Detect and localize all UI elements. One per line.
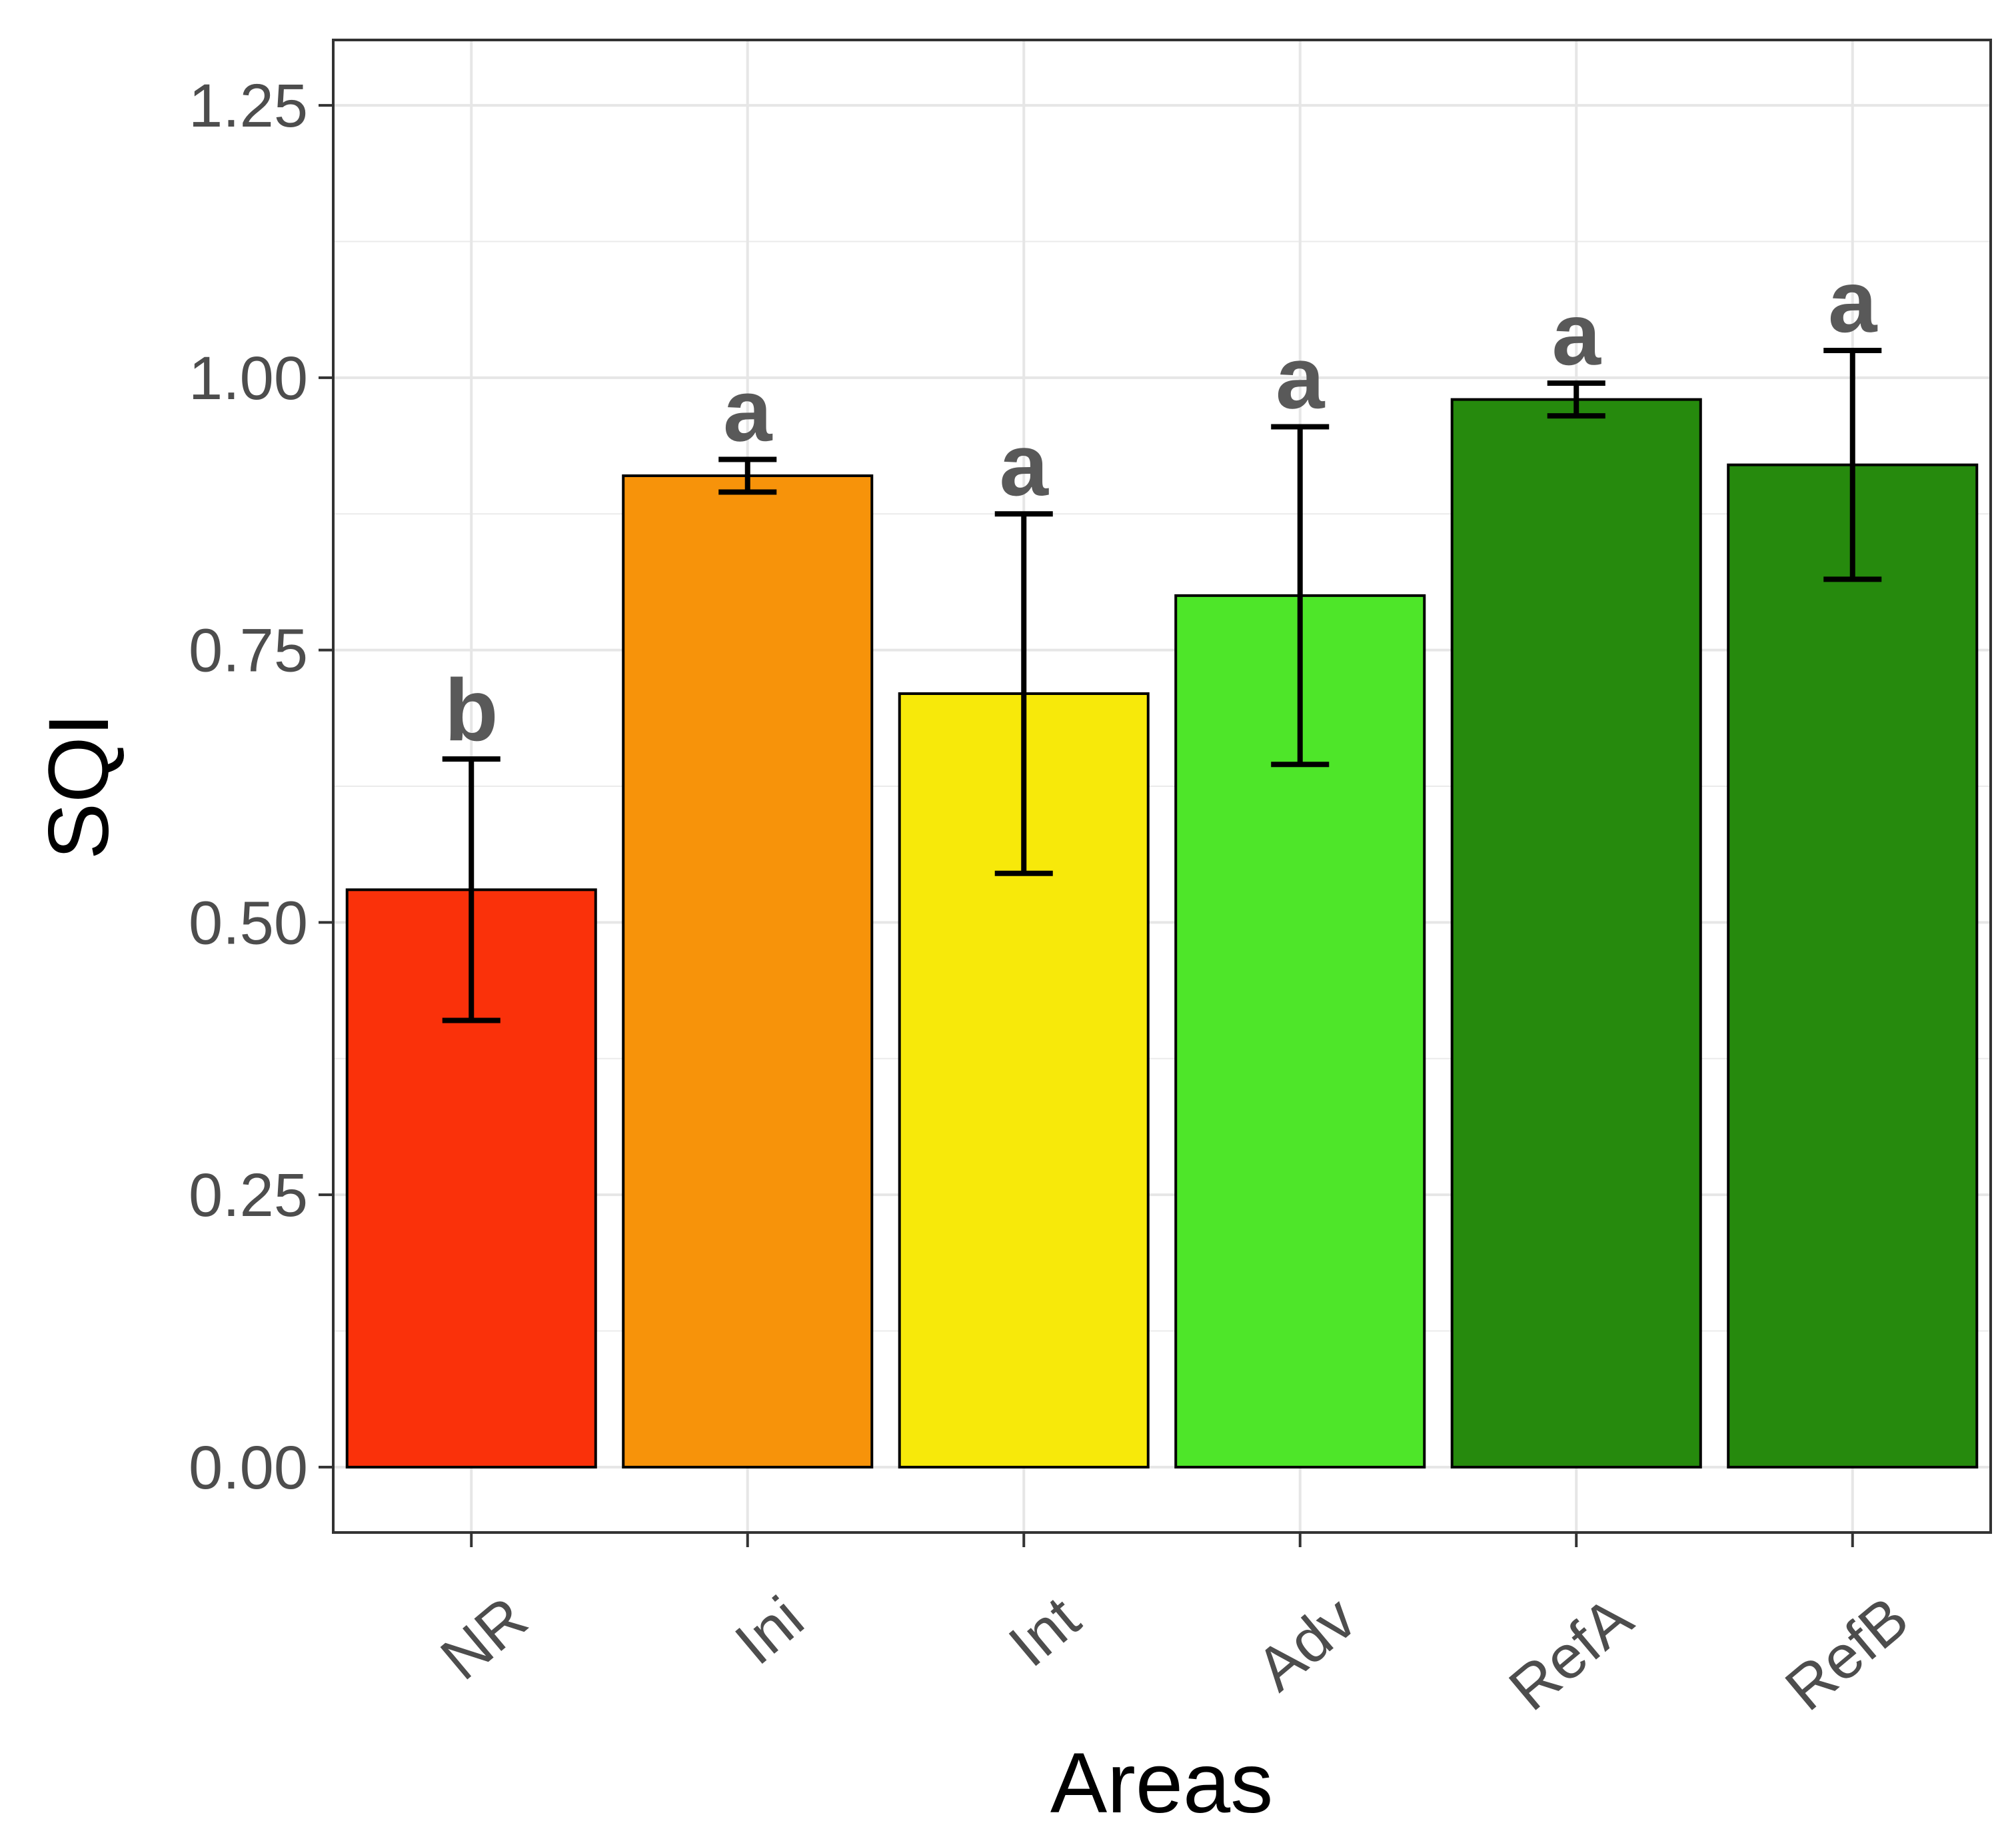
bar-refa <box>1450 398 1702 1469</box>
significance-letter: a <box>1552 285 1602 383</box>
x-tick-label: RefA <box>1497 1584 1645 1724</box>
y-tick-label: 0.50 <box>189 889 308 957</box>
y-tick-label: 0.00 <box>189 1434 308 1502</box>
x-axis: NR Ini Int Adv RefA RefB <box>429 1533 1921 1724</box>
y-tick-label: 0.75 <box>189 617 308 685</box>
bar-ini <box>622 474 874 1469</box>
x-tick-label: Int <box>996 1584 1092 1680</box>
significance-letters: b a a a a a <box>445 253 1878 759</box>
y-tick-label: 1.25 <box>189 72 308 140</box>
error-bars <box>442 347 1882 1023</box>
y-axis-title: SQI <box>31 713 127 860</box>
x-tick-label: NR <box>429 1584 540 1693</box>
significance-letter: b <box>445 661 499 759</box>
y-axis: 0.00 0.25 0.50 0.75 1.00 1.25 <box>189 72 333 1502</box>
x-axis-title: Areas <box>1050 1736 1273 1831</box>
significance-letter: a <box>1276 328 1326 426</box>
bar-refb <box>1727 463 1979 1469</box>
significance-letter: a <box>723 361 773 459</box>
x-tick-label: Ini <box>723 1584 816 1678</box>
bars <box>345 398 1979 1469</box>
significance-letter: a <box>1000 416 1050 514</box>
significance-letter: a <box>1828 253 1878 350</box>
plot-panel-border <box>332 39 1992 1534</box>
y-tick-label: 1.00 <box>189 344 308 412</box>
y-tick-label: 0.25 <box>189 1161 308 1229</box>
x-tick-label: Adv <box>1244 1584 1369 1704</box>
x-tick-label: RefB <box>1773 1584 1921 1724</box>
